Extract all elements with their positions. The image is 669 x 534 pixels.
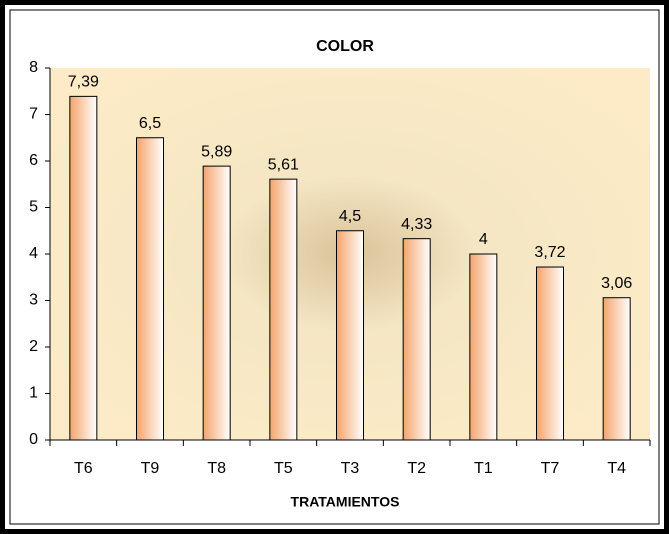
x-tick-label: T6 (74, 460, 93, 477)
bar (469, 253, 498, 441)
bar (202, 165, 231, 441)
bar (336, 230, 364, 441)
x-tick-label: T4 (607, 460, 626, 477)
bar (69, 95, 98, 441)
y-tick-label: 7 (29, 106, 38, 123)
bar (536, 266, 564, 441)
y-tick-label: 3 (29, 292, 38, 309)
y-tick-label: 0 (29, 431, 38, 448)
bar (136, 137, 164, 441)
data-label: 4 (479, 231, 488, 248)
bar (269, 178, 298, 441)
chart-title: COLOR (316, 38, 374, 55)
data-label: 7,39 (68, 74, 99, 91)
data-label: 3,72 (534, 244, 565, 261)
data-label: 5,89 (201, 143, 232, 160)
data-label: 5,61 (268, 156, 299, 173)
x-tick-label: T8 (207, 460, 226, 477)
y-tick-label: 1 (29, 385, 38, 402)
x-axis-label: TRATAMIENTOS (291, 494, 400, 510)
bar (402, 238, 431, 441)
x-tick-label: T9 (141, 460, 160, 477)
x-tick-label: T7 (541, 460, 560, 477)
data-label: 4,33 (401, 216, 432, 233)
y-tick-label: 8 (29, 59, 38, 76)
y-tick-label: 6 (29, 152, 38, 169)
x-tick-label: T1 (474, 460, 493, 477)
data-label: 4,5 (339, 208, 361, 225)
y-tick-label: 4 (29, 245, 38, 262)
x-tick-label: T2 (407, 460, 426, 477)
data-label: 3,06 (601, 275, 632, 292)
data-label: 6,5 (139, 115, 161, 132)
x-tick-label: T3 (341, 460, 360, 477)
y-tick-label: 2 (29, 338, 38, 355)
y-tick-label: 5 (29, 199, 38, 216)
x-tick-label: T5 (274, 460, 293, 477)
bar (602, 297, 631, 441)
